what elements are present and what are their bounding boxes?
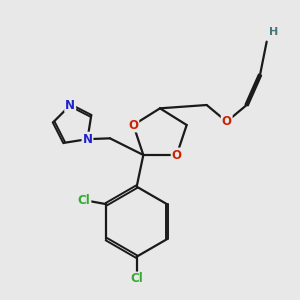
Text: Cl: Cl [78,194,90,207]
Text: O: O [172,148,182,161]
Text: O: O [128,118,138,131]
Text: N: N [82,133,92,146]
Text: O: O [222,115,232,128]
Text: H: H [269,27,278,37]
Text: N: N [65,99,75,112]
Text: Cl: Cl [130,272,143,286]
